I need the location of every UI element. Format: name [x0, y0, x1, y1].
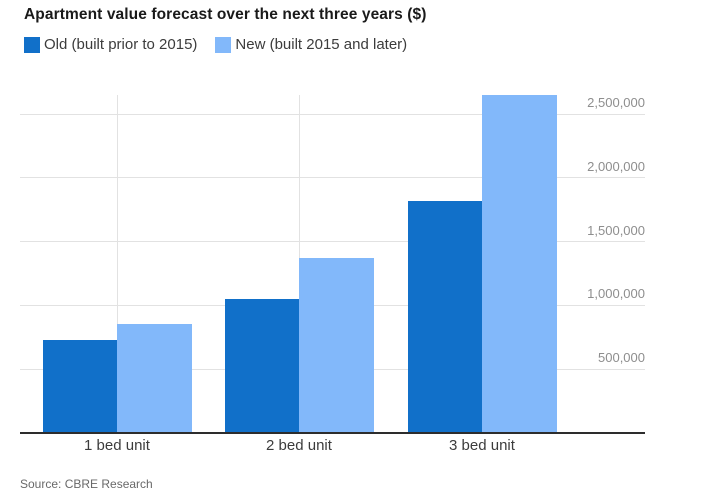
- gridline: [20, 113, 645, 115]
- y-axis-tick-label: 500,000: [598, 350, 645, 366]
- legend-item-old: Old (built prior to 2015): [24, 36, 197, 53]
- bar-new-3-bed: [482, 95, 557, 433]
- legend: Old (built prior to 2015) New (built 201…: [24, 36, 407, 53]
- bar-old-3-bed: [407, 200, 482, 433]
- legend-label-new: New (built 2015 and later): [235, 36, 408, 53]
- gridline: [20, 177, 645, 179]
- legend-item-new: New (built 2015 and later): [215, 36, 407, 53]
- legend-swatch-old-icon: [24, 36, 40, 53]
- source-note: Source: CBRE Research: [20, 477, 153, 491]
- bar-old-1-bed: [42, 339, 117, 433]
- legend-swatch-new-icon: [215, 36, 232, 53]
- y-axis-tick-label: 1,500,000: [587, 222, 645, 238]
- y-axis-tick-label: 1,000,000: [587, 286, 645, 302]
- bar-new-1-bed: [117, 323, 192, 433]
- y-axis-tick-label: 2,500,000: [587, 95, 645, 111]
- x-axis-line: [20, 432, 645, 434]
- chart-title: Apartment value forecast over the next t…: [24, 6, 427, 23]
- gridline-vertical: [116, 95, 118, 433]
- x-axis-category-label: 3 bed unit: [449, 437, 515, 454]
- x-axis-category-label: 1 bed unit: [84, 437, 150, 454]
- x-axis-category-label: 2 bed unit: [266, 437, 332, 454]
- gridline: [20, 241, 645, 243]
- bar-old-2-bed: [224, 299, 299, 433]
- bar-new-2-bed: [299, 257, 374, 433]
- legend-label-old: Old (built prior to 2015): [44, 36, 198, 53]
- y-axis-tick-label: 2,000,000: [587, 158, 645, 174]
